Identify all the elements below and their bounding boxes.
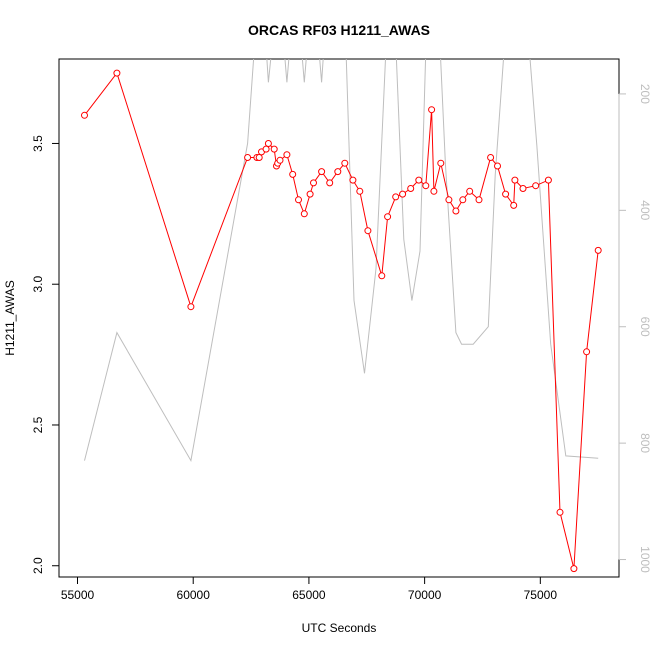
plot-frame xyxy=(58,58,620,578)
x-tick-label: 60000 xyxy=(177,588,211,602)
data-point xyxy=(452,207,460,215)
data-point xyxy=(487,154,495,161)
data-point xyxy=(384,213,392,221)
chart-title: ORCAS RF03 H1211_AWAS xyxy=(248,22,430,38)
series-line-right xyxy=(84,59,599,463)
data-point xyxy=(519,185,527,192)
data-point xyxy=(494,162,501,170)
data-point xyxy=(264,140,272,147)
data-point xyxy=(310,179,317,187)
x-axis: 55000 60000 65000 70000 75000 xyxy=(61,576,558,602)
data-point xyxy=(364,227,372,235)
y-tick-label: 2.0 xyxy=(31,557,45,574)
data-point xyxy=(349,176,357,184)
data-point xyxy=(511,176,519,184)
data-point xyxy=(289,170,297,178)
data-point xyxy=(341,159,349,167)
data-point xyxy=(544,176,552,184)
data-point xyxy=(475,196,483,204)
data-point xyxy=(428,106,436,114)
x-axis-label: UTC Seconds xyxy=(302,621,377,635)
x-tick-label: 65000 xyxy=(292,588,326,602)
data-point xyxy=(459,196,467,204)
y2-tick-label: 600 xyxy=(638,317,650,337)
data-point xyxy=(378,272,386,280)
data-point xyxy=(556,508,564,516)
y-axis: 2.0 2.5 3.0 3.5 xyxy=(31,135,60,574)
data-point xyxy=(187,303,195,311)
x-tick-label: 75000 xyxy=(524,588,558,602)
data-point xyxy=(510,201,518,209)
y2-tick-label: 1000 xyxy=(638,546,650,573)
data-point xyxy=(445,196,453,204)
data-point xyxy=(583,348,591,356)
data-point xyxy=(295,196,302,204)
y2-tick-label: 800 xyxy=(638,433,650,453)
data-point xyxy=(502,190,510,198)
data-point xyxy=(283,151,291,159)
data-point xyxy=(422,182,430,190)
y-tick-label: 3.5 xyxy=(31,135,45,152)
data-point xyxy=(306,190,314,198)
data-point xyxy=(81,111,88,119)
data-point xyxy=(407,185,415,192)
data-point xyxy=(334,168,342,176)
data-point xyxy=(318,168,326,176)
data-point xyxy=(570,565,578,573)
data-point xyxy=(276,156,284,164)
y-axis-label: H1211_AWAS xyxy=(3,280,17,356)
data-point xyxy=(466,187,474,195)
data-point xyxy=(532,182,540,190)
data-point xyxy=(300,210,308,218)
y-tick-label: 2.5 xyxy=(31,416,45,433)
y-tick-label: 3.0 xyxy=(31,276,45,293)
y2-tick-label: 400 xyxy=(638,200,650,220)
data-point xyxy=(356,187,364,195)
series-layer xyxy=(81,59,602,573)
data-point xyxy=(326,179,334,187)
data-point xyxy=(392,193,400,201)
series-line-left xyxy=(84,72,599,569)
y2-tick-label: 200 xyxy=(638,84,650,104)
x-tick-label: 55000 xyxy=(61,588,95,602)
y2-axis: 200 400 600 800 1000 xyxy=(618,84,650,573)
data-point xyxy=(113,69,121,77)
data-point xyxy=(415,176,423,184)
data-point xyxy=(437,159,445,167)
data-point xyxy=(262,145,270,153)
data-point xyxy=(255,154,263,161)
data-point xyxy=(270,145,278,153)
data-point xyxy=(430,187,438,195)
data-point xyxy=(594,246,602,254)
x-tick-label: 70000 xyxy=(408,588,442,602)
data-point xyxy=(399,190,407,198)
data-point xyxy=(244,154,252,161)
